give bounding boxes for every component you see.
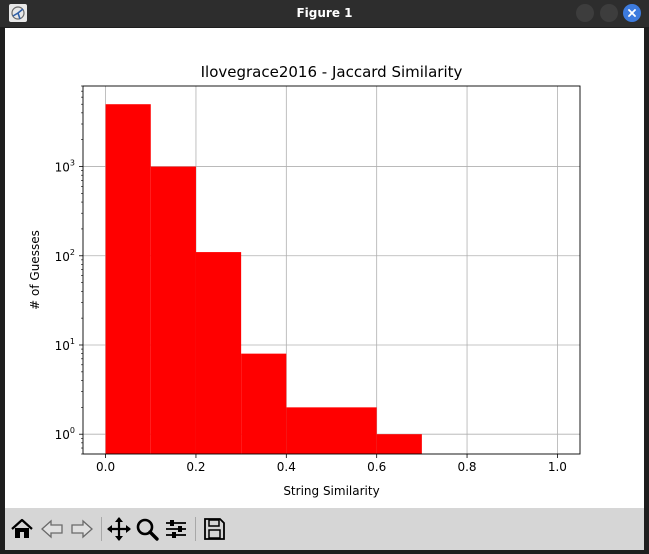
matplotlib-app-icon bbox=[9, 4, 27, 22]
y-tick-label: 103 bbox=[55, 159, 75, 175]
navigation-toolbar bbox=[5, 508, 644, 550]
pan-button[interactable] bbox=[105, 515, 133, 543]
histogram-bar bbox=[195, 252, 242, 454]
chart-title: Ilovegrace2016 - Jaccard Similarity bbox=[201, 63, 463, 81]
pan-icon bbox=[107, 517, 131, 541]
save-icon bbox=[204, 518, 225, 540]
x-tick-label: 0.8 bbox=[457, 460, 476, 474]
histogram-bar bbox=[150, 166, 196, 455]
forward-arrow-icon bbox=[71, 519, 93, 539]
configure-subplots-icon bbox=[166, 520, 186, 538]
histogram-chart: 0.0 0.2 0.4 0.6 0.8 1.0 100 101 102 103 Ilovegrac… bbox=[28, 63, 581, 498]
configure-subplots-button[interactable] bbox=[162, 515, 190, 543]
zoom-icon bbox=[136, 518, 159, 541]
y-tick-label: 102 bbox=[55, 248, 75, 264]
histogram-bars bbox=[105, 104, 422, 455]
title-bar[interactable]: Figure 1 bbox=[0, 0, 649, 27]
back-arrow-icon bbox=[41, 519, 63, 539]
x-tick-label: 0.4 bbox=[277, 460, 296, 474]
zoom-button[interactable] bbox=[133, 515, 161, 543]
axis-ticks: 0.0 0.2 0.4 0.6 0.8 1.0 100 101 102 103 bbox=[55, 85, 567, 474]
forward-button[interactable] bbox=[68, 515, 96, 543]
y-tick-label: 100 bbox=[55, 426, 75, 442]
minimize-button[interactable] bbox=[576, 4, 594, 22]
histogram-bar bbox=[331, 407, 377, 454]
window-title: Figure 1 bbox=[296, 6, 353, 20]
back-button[interactable] bbox=[38, 515, 66, 543]
histogram-bar bbox=[241, 353, 287, 454]
home-icon bbox=[11, 518, 33, 538]
histogram-bar bbox=[376, 434, 422, 454]
y-axis-label: # of Guesses bbox=[28, 230, 42, 310]
histogram-bar bbox=[105, 104, 151, 455]
x-tick-label: 0.2 bbox=[186, 460, 205, 474]
toolbar-separator bbox=[195, 517, 196, 541]
x-tick-label: 0.6 bbox=[367, 460, 386, 474]
histogram-bar bbox=[286, 407, 332, 454]
close-icon bbox=[628, 9, 636, 17]
home-button[interactable] bbox=[8, 515, 36, 543]
toolbar-separator bbox=[101, 517, 102, 541]
figure-canvas[interactable]: 0.0 0.2 0.4 0.6 0.8 1.0 100 101 102 103 Ilovegrac… bbox=[5, 28, 644, 508]
x-axis-label: String Similarity bbox=[283, 484, 379, 498]
axes-frame bbox=[82, 85, 581, 455]
save-button[interactable] bbox=[200, 515, 228, 543]
x-tick-label: 0.0 bbox=[96, 460, 115, 474]
maximize-button[interactable] bbox=[600, 4, 618, 22]
x-tick-label: 1.0 bbox=[548, 460, 567, 474]
close-button[interactable] bbox=[623, 4, 641, 22]
y-tick-label: 101 bbox=[55, 337, 75, 353]
